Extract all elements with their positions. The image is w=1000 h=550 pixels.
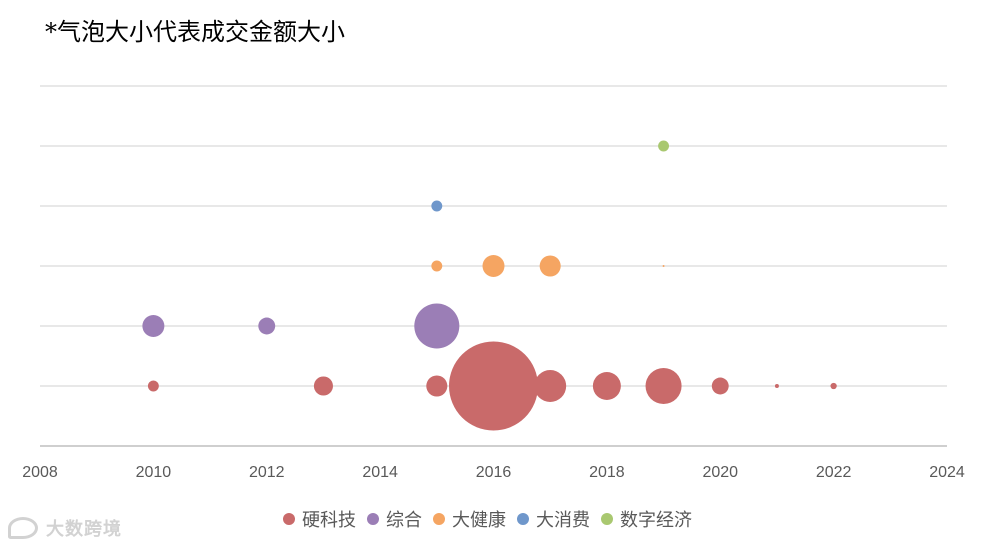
legend-item: 大消费 (517, 506, 590, 532)
bubble-point (147, 380, 159, 392)
bubble-point (592, 371, 621, 401)
bubble-point (426, 375, 448, 397)
bubble-point (431, 260, 443, 272)
legend-item: 综合 (367, 506, 422, 532)
legend-marker (517, 513, 529, 525)
legend-label: 综合 (386, 510, 422, 531)
x-tick-label: 2024 (929, 464, 965, 481)
legend-label: 硬科技 (302, 510, 356, 531)
x-tick-label: 2022 (816, 464, 852, 481)
watermark: 大数跨境 (8, 515, 122, 541)
watermark-text: 大数跨境 (46, 519, 122, 540)
x-tick-label: 2018 (589, 464, 625, 481)
x-tick-label: 2008 (22, 464, 58, 481)
bubble-point (431, 200, 443, 212)
legend-label: 大健康 (452, 510, 506, 531)
legend-label: 大消费 (536, 510, 590, 531)
legend-marker (433, 513, 445, 525)
bubble-point (830, 382, 837, 390)
bubble-point (258, 317, 276, 335)
bubbles (142, 140, 837, 431)
bubble-point (774, 384, 779, 388)
legend-item: 数字经济 (601, 506, 692, 532)
x-tick-label: 2020 (702, 464, 738, 481)
bubble-point (142, 315, 165, 337)
x-tick-label: 2016 (476, 464, 512, 481)
x-tick-label: 2012 (249, 464, 285, 481)
legend-item: 硬科技 (283, 506, 356, 532)
legend-marker (367, 513, 379, 525)
watermark-logo-icon (8, 517, 38, 539)
chart-title: *气泡大小代表成交金额大小 (45, 18, 345, 46)
bubble-point (658, 140, 670, 152)
x-axis: 2008 2010 2012 2014 2016 2018 2020 2022 2024 (22, 445, 965, 481)
legend-item: 大健康 (433, 506, 506, 532)
legend: 硬科技 综合 大健康 大消费 数字经济 (283, 506, 703, 532)
bubble-point (313, 376, 333, 396)
bubble-point (482, 255, 505, 277)
bubble-point (539, 255, 561, 277)
legend-label: 数字经济 (620, 510, 692, 531)
bubble-point (662, 265, 665, 267)
legend-marker (283, 513, 295, 525)
x-tick-label: 2014 (362, 464, 398, 481)
bubble-point (414, 303, 460, 349)
bubble-point (449, 341, 538, 431)
bubble-point (711, 377, 729, 395)
gridlines (40, 85, 947, 387)
legend-marker (601, 513, 613, 525)
bubble-point (645, 367, 682, 405)
bubble-point (534, 370, 567, 402)
x-tick-label: 2010 (136, 464, 172, 481)
